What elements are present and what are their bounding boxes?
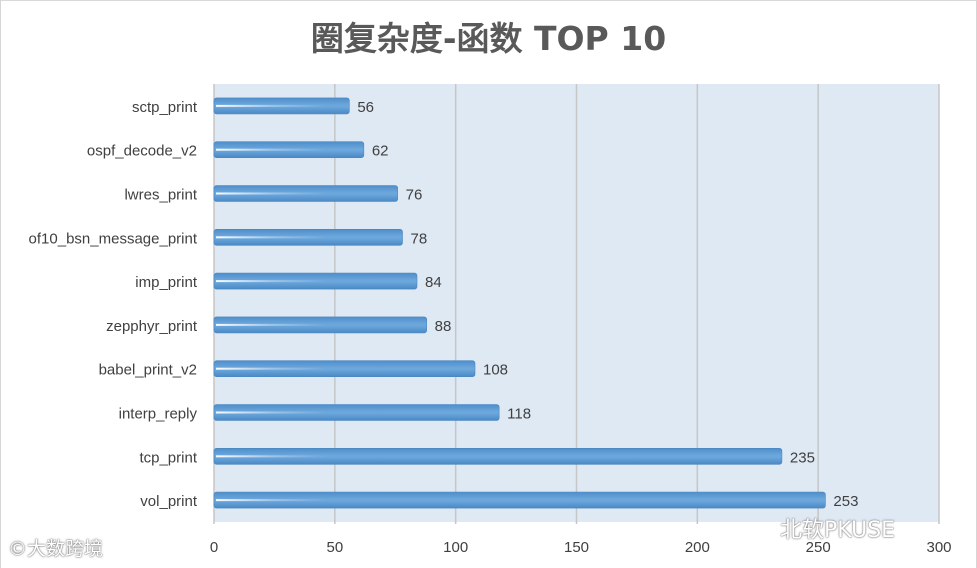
x-tick-label: 200 [685,539,710,556]
x-tick-label: 0 [210,539,218,556]
category-label: tcp_print [139,449,197,466]
category-label: vol_print [140,493,198,510]
data-label: 84 [425,274,442,291]
frame-top-border [0,0,977,1]
data-label: 88 [435,318,452,335]
bar-vol_print [213,491,826,509]
category-label: ospf_decode_v2 [87,143,197,160]
frame-left-border [0,0,1,568]
x-tick-label: 250 [806,539,831,556]
data-label: 56 [357,99,374,116]
category-label: zepphyr_print [106,318,198,335]
bar-highlight [216,104,326,107]
data-label: 235 [790,449,815,466]
bar-highlight [216,499,326,502]
watermark-left: ©大数跨境 [8,538,104,560]
data-label: 78 [411,230,428,247]
bar-highlight [216,236,326,239]
bar-highlight [216,455,326,458]
bar-highlight [216,367,326,370]
category-label: interp_reply [119,406,198,423]
data-label: 76 [406,187,423,204]
bar-highlight [216,323,326,326]
bar-babel_print_v2 [213,360,476,378]
bar-highlight [216,411,326,414]
data-label: 62 [372,143,389,160]
category-label: lwres_print [124,187,197,204]
category-label: of10_bsn_message_print [29,230,198,247]
data-label: 118 [507,406,531,423]
labels: 0 50 100 150 200 250 300 sctp_print 56 ospf_decod… [29,99,952,556]
watermark-right: 北软PKUSE [780,518,896,543]
x-tick-label: 50 [326,539,343,556]
data-label: 253 [833,493,858,510]
x-tick-label: 100 [443,539,468,556]
data-label: 108 [483,362,508,379]
category-label: imp_print [135,274,198,291]
bar-highlight [216,280,326,283]
x-tick-label: 150 [564,539,589,556]
category-label: sctp_print [132,99,198,116]
category-label: babel_print_v2 [99,362,197,379]
chart-title: 圈复杂度-函数 TOP 10 [310,19,667,58]
bar-highlight [216,148,326,151]
bars [213,97,826,509]
bar-interp_reply [213,404,500,421]
bar-tcp_print [213,447,783,465]
x-tick-label: 300 [926,539,951,556]
bar-highlight [216,192,326,195]
